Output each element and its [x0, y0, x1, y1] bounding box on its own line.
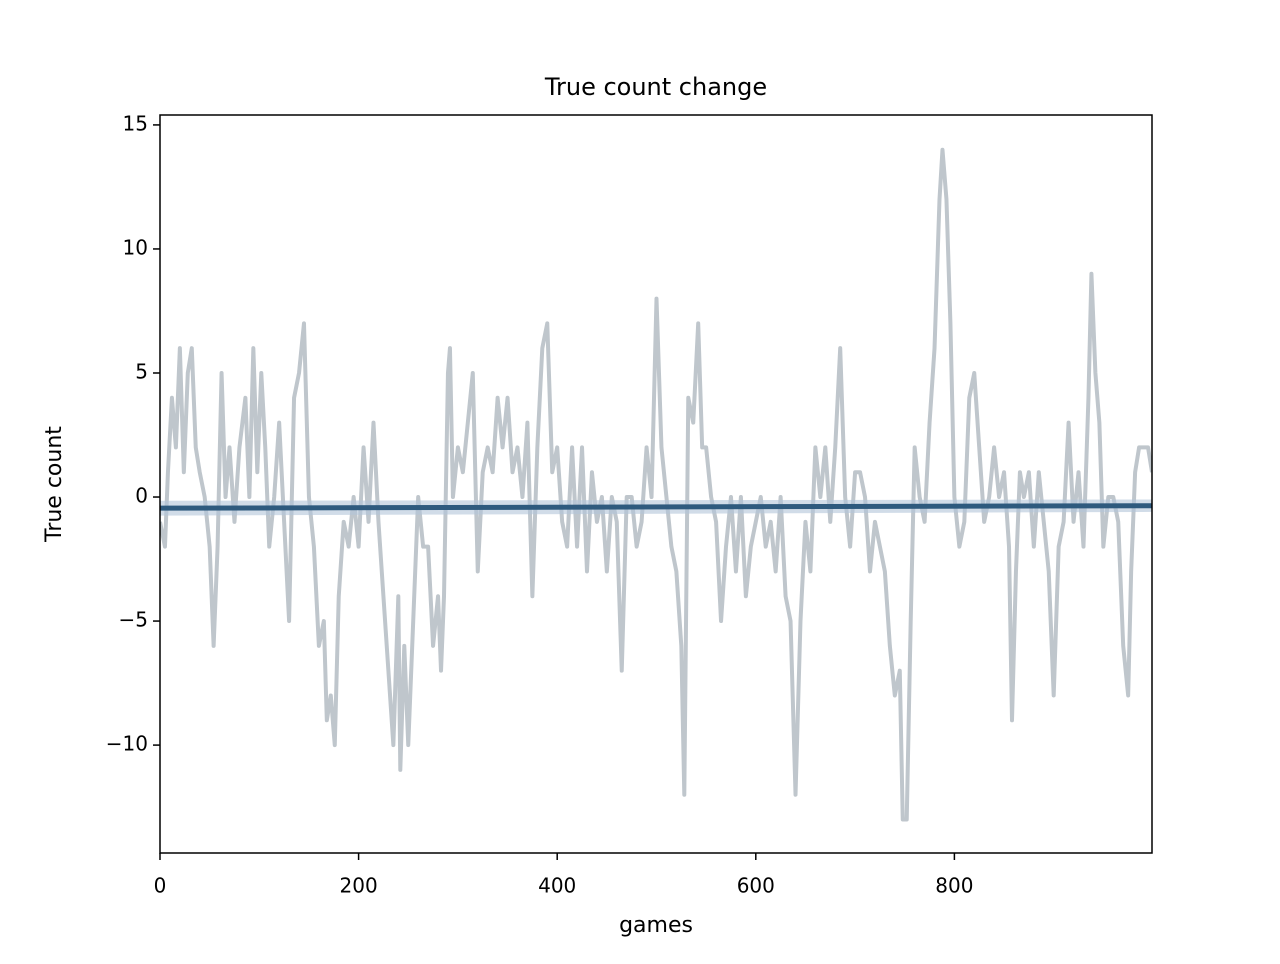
y-tick-label: 0 [135, 484, 148, 508]
x-axis-label: games [619, 913, 693, 938]
x-tick-label: 600 [737, 874, 775, 898]
x-tick-label: 400 [538, 874, 576, 898]
fit-line [160, 503, 1152, 511]
x-tick-label: 800 [935, 874, 973, 898]
y-tick-label: 15 [123, 111, 148, 135]
chart-title: True count change [544, 73, 767, 101]
y-axis-label: True count [42, 426, 67, 543]
x-tick-label: 200 [340, 874, 378, 898]
y-tick-label: 10 [123, 235, 148, 259]
data-line [160, 147, 1152, 822]
y-tick-label: −5 [119, 608, 148, 632]
y-tick-label: 5 [135, 359, 148, 383]
x-tick-label: 0 [154, 874, 167, 898]
y-tick-label: −10 [106, 732, 148, 756]
plot-frame [159, 114, 1153, 854]
